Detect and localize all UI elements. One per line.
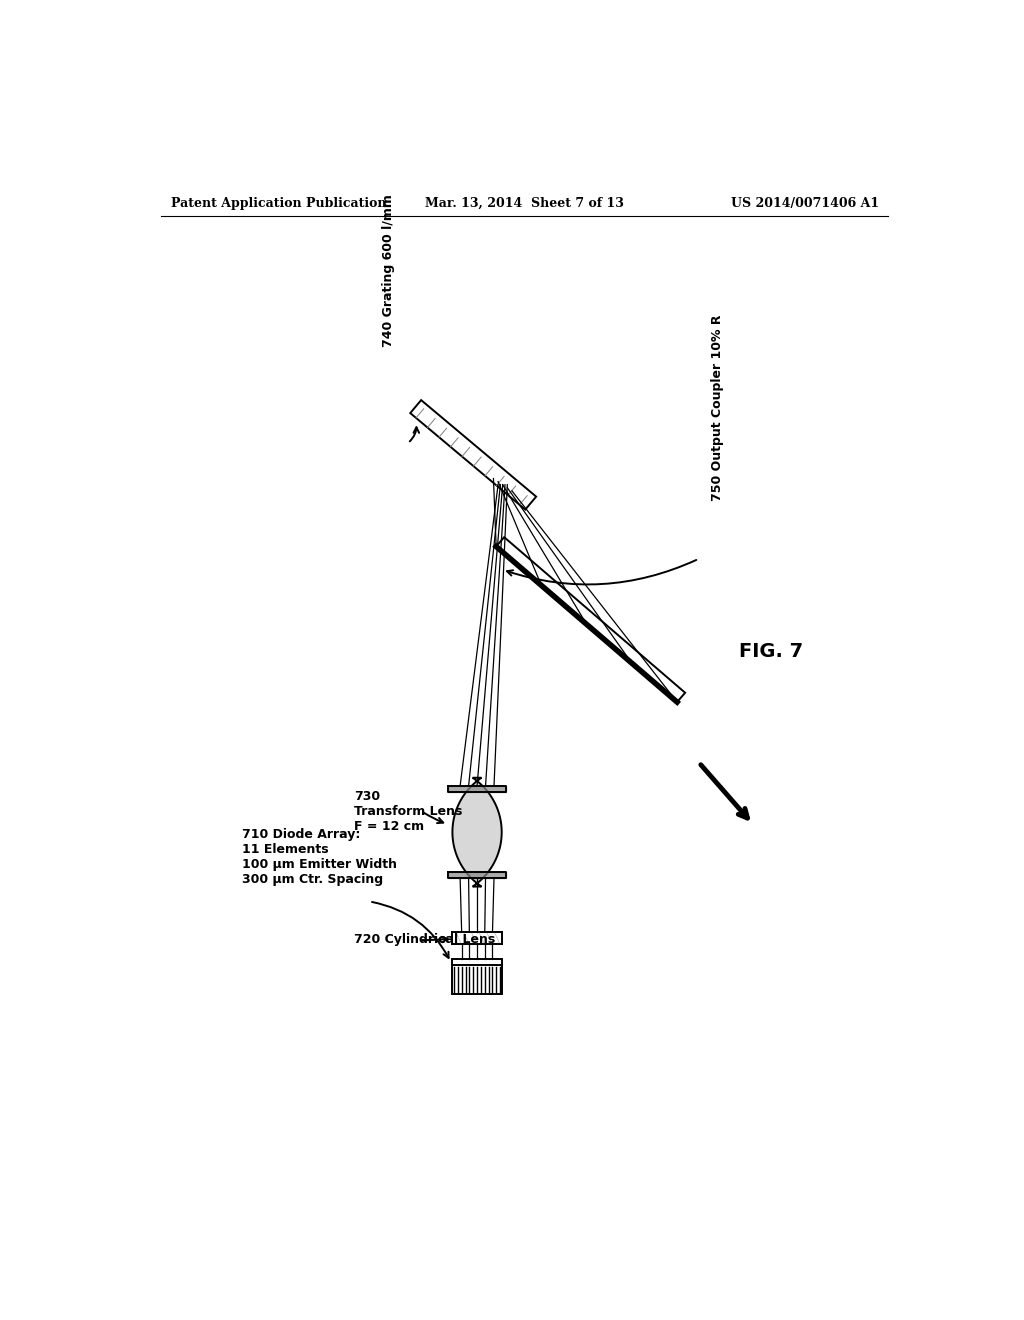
Text: 740 Grating 600 l/mm: 740 Grating 600 l/mm [382,194,395,347]
Text: Mar. 13, 2014  Sheet 7 of 13: Mar. 13, 2014 Sheet 7 of 13 [425,197,625,210]
Text: 720 Cylindrical Lens: 720 Cylindrical Lens [354,933,496,946]
Text: FIG. 7: FIG. 7 [739,642,803,661]
Text: Patent Application Publication: Patent Application Publication [171,197,386,210]
Polygon shape [447,785,506,792]
Text: 710 Diode Array:
11 Elements
100 μm Emitter Width
300 μm Ctr. Spacing: 710 Diode Array: 11 Elements 100 μm Emit… [243,829,397,886]
Polygon shape [453,777,502,887]
Polygon shape [411,400,537,510]
Polygon shape [497,537,685,702]
Text: US 2014/0071406 A1: US 2014/0071406 A1 [731,197,879,210]
Polygon shape [447,873,506,878]
Text: 750 Output Coupler 10% R: 750 Output Coupler 10% R [711,314,724,502]
Text: 730
Transform Lens
F = 12 cm: 730 Transform Lens F = 12 cm [354,789,462,833]
